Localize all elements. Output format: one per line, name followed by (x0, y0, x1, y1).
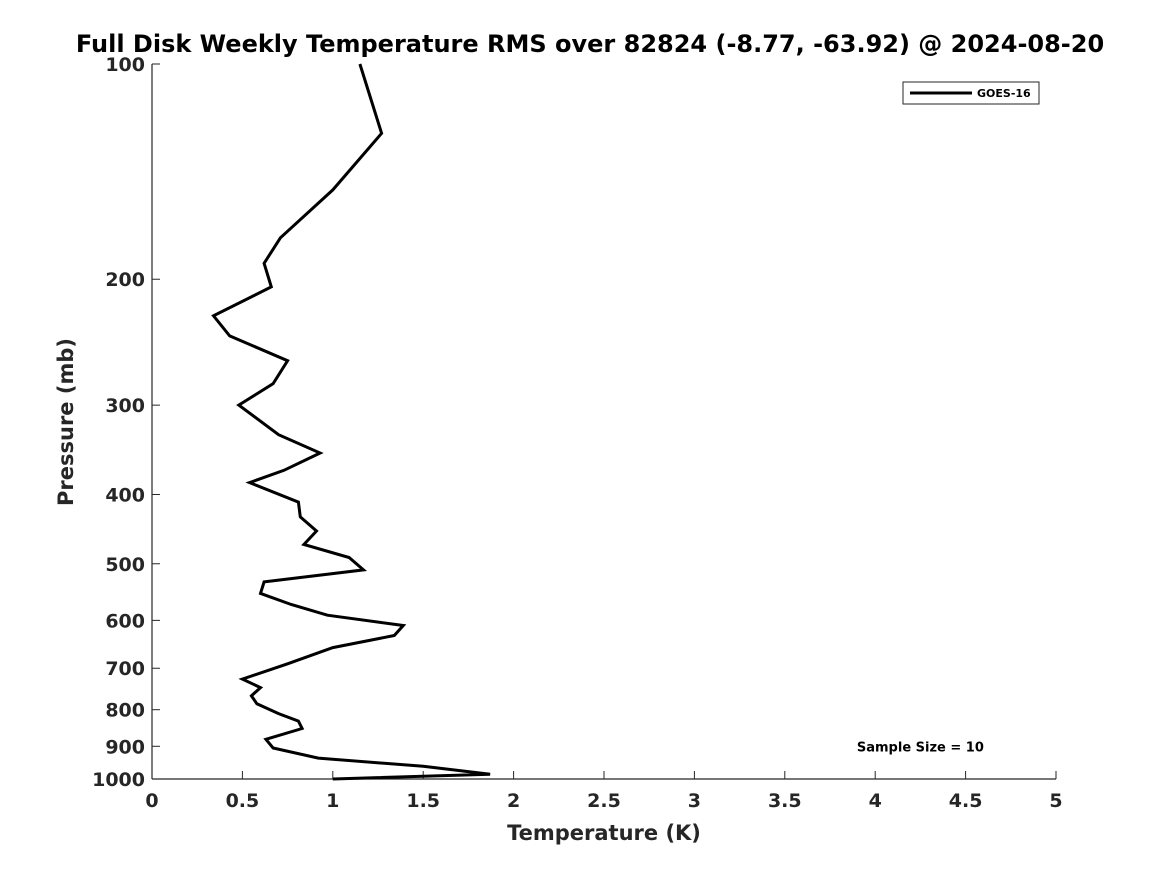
x-tick-label: 1 (326, 790, 339, 812)
x-tick-label: 1.5 (406, 790, 440, 812)
series-group (211, 63, 491, 781)
y-tick-label: 1000 (92, 769, 145, 791)
x-tick-label: 3 (688, 790, 701, 812)
sample-size-annotation: Sample Size = 10 (857, 740, 984, 755)
series-line-goes-16 (211, 63, 491, 781)
x-tick-label: 5 (1049, 790, 1062, 812)
legend-entry-goes-16: GOES-16 (977, 87, 1031, 100)
y-tick-label: 800 (105, 700, 145, 722)
y-axis-label: Pressure (mb) (54, 338, 78, 506)
y-ticks: 100 200 300 400 500 600 700 800 900 1000 (92, 54, 160, 791)
x-axis-label: Temperature (K) (507, 821, 701, 845)
y-tick-label: 100 (105, 54, 145, 76)
x-tick-label: 4 (869, 790, 882, 812)
annotations: Sample Size = 10 (857, 740, 984, 755)
x-tick-label: 4.5 (949, 790, 983, 812)
y-tick-label: 700 (105, 658, 145, 680)
chart-title: Full Disk Weekly Temperature RMS over 82… (76, 30, 1104, 58)
axes (151, 64, 1056, 780)
x-tick-label: 2 (507, 790, 520, 812)
x-tick-label: 2.5 (587, 790, 621, 812)
legend: GOES-16 (902, 81, 1040, 105)
x-tick-label: 0.5 (226, 790, 260, 812)
y-tick-label: 300 (105, 395, 145, 417)
y-tick-label: 200 (105, 269, 145, 291)
x-ticks: 0 0.5 1 1.5 2 2.5 3 3.5 4 4.5 5 (145, 771, 1063, 812)
x-tick-label: 0 (145, 790, 158, 812)
y-tick-label: 500 (105, 554, 145, 576)
y-tick-label: 400 (105, 484, 145, 506)
x-tick-label: 3.5 (768, 790, 802, 812)
y-tick-label: 600 (105, 610, 145, 632)
y-tick-label: 900 (105, 736, 145, 758)
